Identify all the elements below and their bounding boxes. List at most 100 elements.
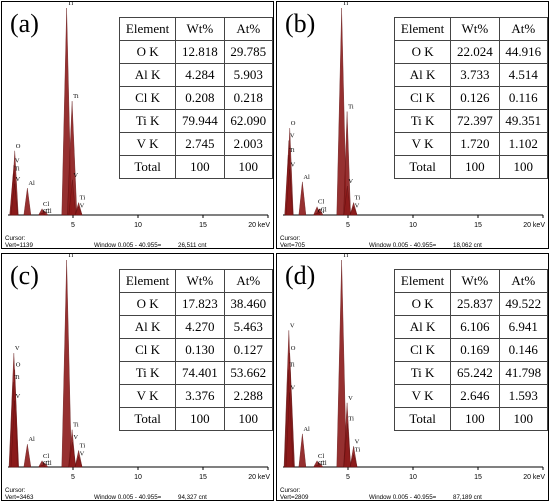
table-row: Al K 4.284 5.903 — [118, 63, 274, 87]
peak-label: V — [355, 438, 360, 445]
element-cell: Cl K — [118, 86, 177, 110]
value-cell: 6.106 — [450, 315, 500, 339]
spectrum-peak — [10, 400, 19, 468]
value-cell: 0.130 — [175, 338, 225, 362]
table-row: Cl K 0.169 0.146 — [393, 338, 549, 362]
element-cell: Cl K — [393, 338, 452, 362]
table-row: Ti K 72.397 49.351 — [393, 109, 549, 133]
value-cell: 1.593 — [498, 384, 549, 408]
table-row: Al K 4.270 5.463 — [118, 315, 274, 339]
value-cell: 0.208 — [175, 86, 225, 110]
peak-label: V — [291, 384, 296, 391]
table-row: V K 2.646 1.593 — [393, 384, 549, 408]
peak-label: O — [291, 345, 296, 352]
peak-label: V — [291, 161, 296, 168]
composition-table: Element Wt% At% O K 17.823 38.460 Al K 4.270 5.4… — [118, 269, 274, 431]
value-cell: 1.720 — [450, 132, 500, 156]
window-readout: Window 0.005 - 40.955= — [94, 494, 162, 500]
peak-label: V — [348, 178, 353, 185]
table-row: Cl K 0.126 0.116 — [393, 86, 549, 110]
table-row: Total 100 100 — [118, 155, 274, 179]
value-cell: 100 — [450, 407, 500, 431]
count-readout: 94,327 cnt — [178, 494, 207, 500]
spectrum-peak — [10, 183, 19, 216]
eds-spectrum: 5 10 15 20 keVOVTiVAlClClClTiTiVTiV(a)Curso… — [5, 2, 270, 248]
peak-label: Cl — [43, 453, 49, 460]
value-cell: 0.146 — [498, 338, 549, 362]
x-tick-label: 10 — [409, 222, 417, 229]
peak-label: Cl — [321, 207, 327, 214]
table-header-cell: At% — [223, 17, 274, 41]
table-header-row: Element Wt% At% — [393, 269, 549, 293]
x-tick-label: 20 keV — [523, 222, 545, 229]
x-tick-label: 15 — [474, 474, 482, 481]
table-row: Ti K 74.401 53.662 — [118, 361, 274, 385]
table-header-cell: Wt% — [175, 269, 225, 293]
table-row: Cl K 0.208 0.218 — [118, 86, 274, 110]
peak-label: V — [15, 345, 20, 352]
element-cell: V K — [393, 384, 452, 408]
peak-label: Ti — [348, 416, 354, 423]
value-cell: 0.127 — [223, 338, 274, 362]
x-tick-label: 15 — [199, 222, 207, 229]
element-cell: Ti K — [393, 109, 452, 133]
element-cell: Total — [118, 407, 177, 431]
peak-label: Ti — [343, 254, 349, 259]
peak-label: Cl — [46, 460, 52, 467]
element-cell: Ti K — [393, 361, 452, 385]
peak-label: Ti — [80, 442, 86, 449]
peak-label: Ti — [68, 2, 74, 7]
element-cell: Total — [393, 155, 452, 179]
count-readout: 26,511 cnt — [178, 242, 207, 248]
peak-label: Ti — [355, 195, 361, 202]
spectrum-peak — [37, 212, 47, 216]
peak-label: O — [16, 362, 21, 369]
table-row: Total 100 100 — [393, 407, 549, 431]
panel-label: (b) — [285, 9, 315, 38]
cursor-readout: Cursor: — [280, 487, 301, 494]
spectrum-peak — [312, 212, 322, 216]
table-row: Cl K 0.130 0.127 — [118, 338, 274, 362]
vert-readout: Vert=1139 — [5, 242, 33, 248]
peak-label: V — [355, 203, 360, 210]
element-cell: Ti K — [118, 109, 177, 133]
x-tick-label: 5 — [71, 222, 75, 229]
spectrum-peak — [74, 456, 83, 468]
table-header-cell: Wt% — [450, 17, 500, 41]
spectrum-peak — [298, 181, 307, 216]
value-cell: 0.126 — [450, 86, 500, 110]
element-cell: Al K — [393, 315, 452, 339]
peak-label: V — [290, 132, 295, 139]
element-cell: Al K — [118, 315, 177, 339]
table-row: Al K 3.733 4.514 — [393, 63, 549, 87]
peak-label: Ti — [289, 362, 295, 369]
peak-label: V — [290, 322, 295, 329]
table-row: O K 22.024 44.916 — [393, 40, 549, 64]
x-tick-label: 20 keV — [248, 474, 270, 481]
peak-label: O — [16, 143, 21, 150]
spectrum-peak — [343, 185, 352, 216]
spectrum-peak — [37, 464, 47, 468]
value-cell: 41.798 — [498, 361, 549, 385]
element-cell: O K — [393, 292, 452, 316]
peak-label: Al — [303, 174, 310, 181]
table-row: Ti K 65.242 41.798 — [393, 361, 549, 385]
peak-label: Cl — [318, 199, 324, 206]
peak-label: Cl — [46, 208, 52, 215]
value-cell: 0.116 — [498, 86, 549, 110]
value-cell: 62.090 — [223, 109, 274, 133]
window-readout: Window 0.005 - 40.955= — [94, 242, 162, 248]
eds-panel-b: 5 10 15 20 keV O V Ti V Al Cl Cl Cl Ti Ti V Ti V (b) Curso… — [276, 1, 549, 249]
value-cell: 4.514 — [498, 63, 549, 87]
table-row: Ti K 79.944 62.090 — [118, 109, 274, 133]
value-cell: 79.944 — [175, 109, 225, 133]
panel-label: (a) — [10, 9, 39, 38]
eds-spectrum: 5 10 15 20 keVOVTiVAlClClClTiVTiVTi(d)Curso… — [280, 254, 545, 500]
peak-label: Ti — [73, 422, 79, 429]
spectrum-peak — [74, 206, 83, 216]
spectrum-peak — [68, 442, 77, 468]
spectrum-peak — [285, 392, 294, 468]
x-tick-label: 10 — [134, 222, 142, 229]
element-cell: Ti K — [118, 361, 177, 385]
value-cell: 100 — [223, 155, 274, 179]
